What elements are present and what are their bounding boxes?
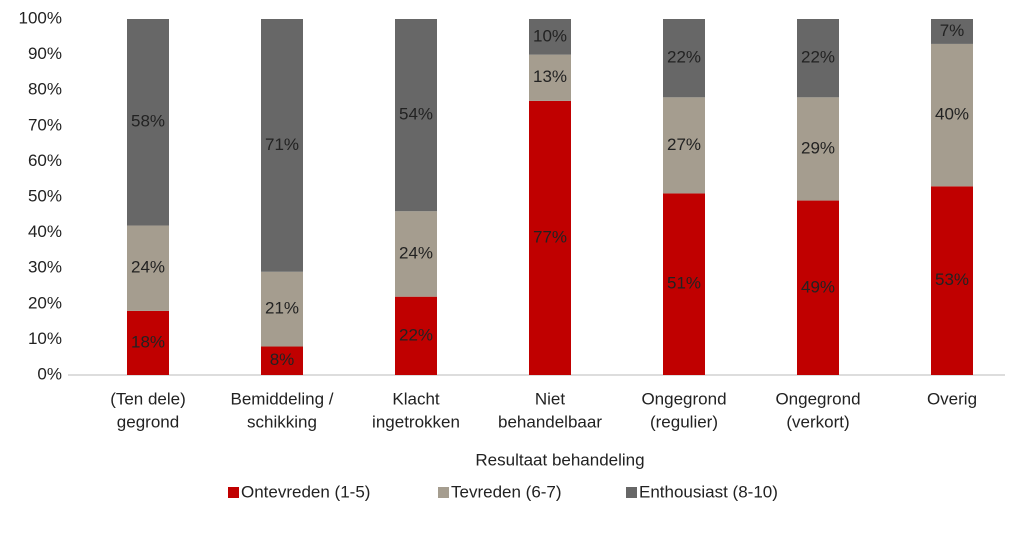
data-label: 24% [399,243,433,262]
legend-label: Ontevreden (1-5) [241,482,370,501]
x-tick-label: Klacht [392,389,440,408]
legend-swatch [228,487,239,498]
bar-segment [797,200,839,375]
bar-segment [395,19,437,212]
data-label: 51% [667,274,701,293]
y-tick-label: 80% [28,80,62,99]
data-label: 18% [131,332,165,351]
bar-segment [395,211,437,297]
bar-segment [797,19,839,98]
legend-swatch [438,487,449,498]
bar-segment [663,19,705,98]
data-label: 22% [667,48,701,67]
data-label: 21% [265,299,299,318]
x-tick-label: Ongegrond [775,389,860,408]
y-tick-label: 70% [28,115,62,134]
bar-segment [931,19,973,44]
data-label: 49% [801,277,835,296]
data-label: 71% [265,135,299,154]
data-label: 22% [399,325,433,344]
y-tick-label: 0% [37,364,62,383]
bar-segment [127,225,169,311]
data-label: 27% [667,135,701,154]
bar-segment [931,43,973,187]
x-axis-title: Resultaat behandeling [475,450,644,469]
y-tick-label: 60% [28,151,62,170]
bar-segment [127,19,169,226]
data-label: 40% [935,105,969,124]
x-tick-label: (Ten dele) [110,389,186,408]
bar-segment [261,271,303,347]
x-tick-label: Ongegrond [641,389,726,408]
legend-label: Enthousiast (8-10) [639,482,778,501]
bar-segment [395,296,437,375]
data-label: 24% [131,258,165,277]
legend-swatch [626,487,637,498]
data-label: 58% [131,112,165,131]
y-tick-label: 90% [28,44,62,63]
data-label: 10% [533,26,567,45]
data-label: 7% [940,21,965,40]
bar-segment [529,100,571,375]
x-tick-label: Bemiddeling / [230,389,333,408]
bar-segment [529,54,571,101]
y-tick-label: 40% [28,222,62,241]
x-tick-label: schikking [247,412,317,431]
y-tick-label: 50% [28,186,62,205]
x-tick-label: (regulier) [650,412,718,431]
data-label: 54% [399,105,433,124]
data-label: 29% [801,138,835,157]
legend-label: Tevreden (6-7) [451,482,562,501]
bar-segment [261,346,303,375]
bar-segment [261,19,303,272]
data-label: 22% [801,48,835,67]
data-label: 53% [935,270,969,289]
x-tick-label: ingetrokken [372,412,460,431]
bar-segment [663,97,705,194]
bar-segment [127,310,169,375]
y-tick-label: 30% [28,258,62,277]
x-tick-label: Niet [535,389,566,408]
x-tick-label: (verkort) [786,412,849,431]
y-tick-label: 100% [19,8,62,27]
y-tick-label: 20% [28,293,62,312]
y-tick-label: 10% [28,329,62,348]
data-label: 13% [533,67,567,86]
x-tick-label: behandelbaar [498,412,602,431]
bar-segment [931,186,973,375]
bar-segment [529,19,571,55]
data-label: 77% [533,227,567,246]
bar-segment [797,97,839,201]
x-tick-label: gegrond [117,412,179,431]
x-tick-label: Overig [927,389,977,408]
bar-segment [663,193,705,375]
data-label: 8% [270,350,295,369]
